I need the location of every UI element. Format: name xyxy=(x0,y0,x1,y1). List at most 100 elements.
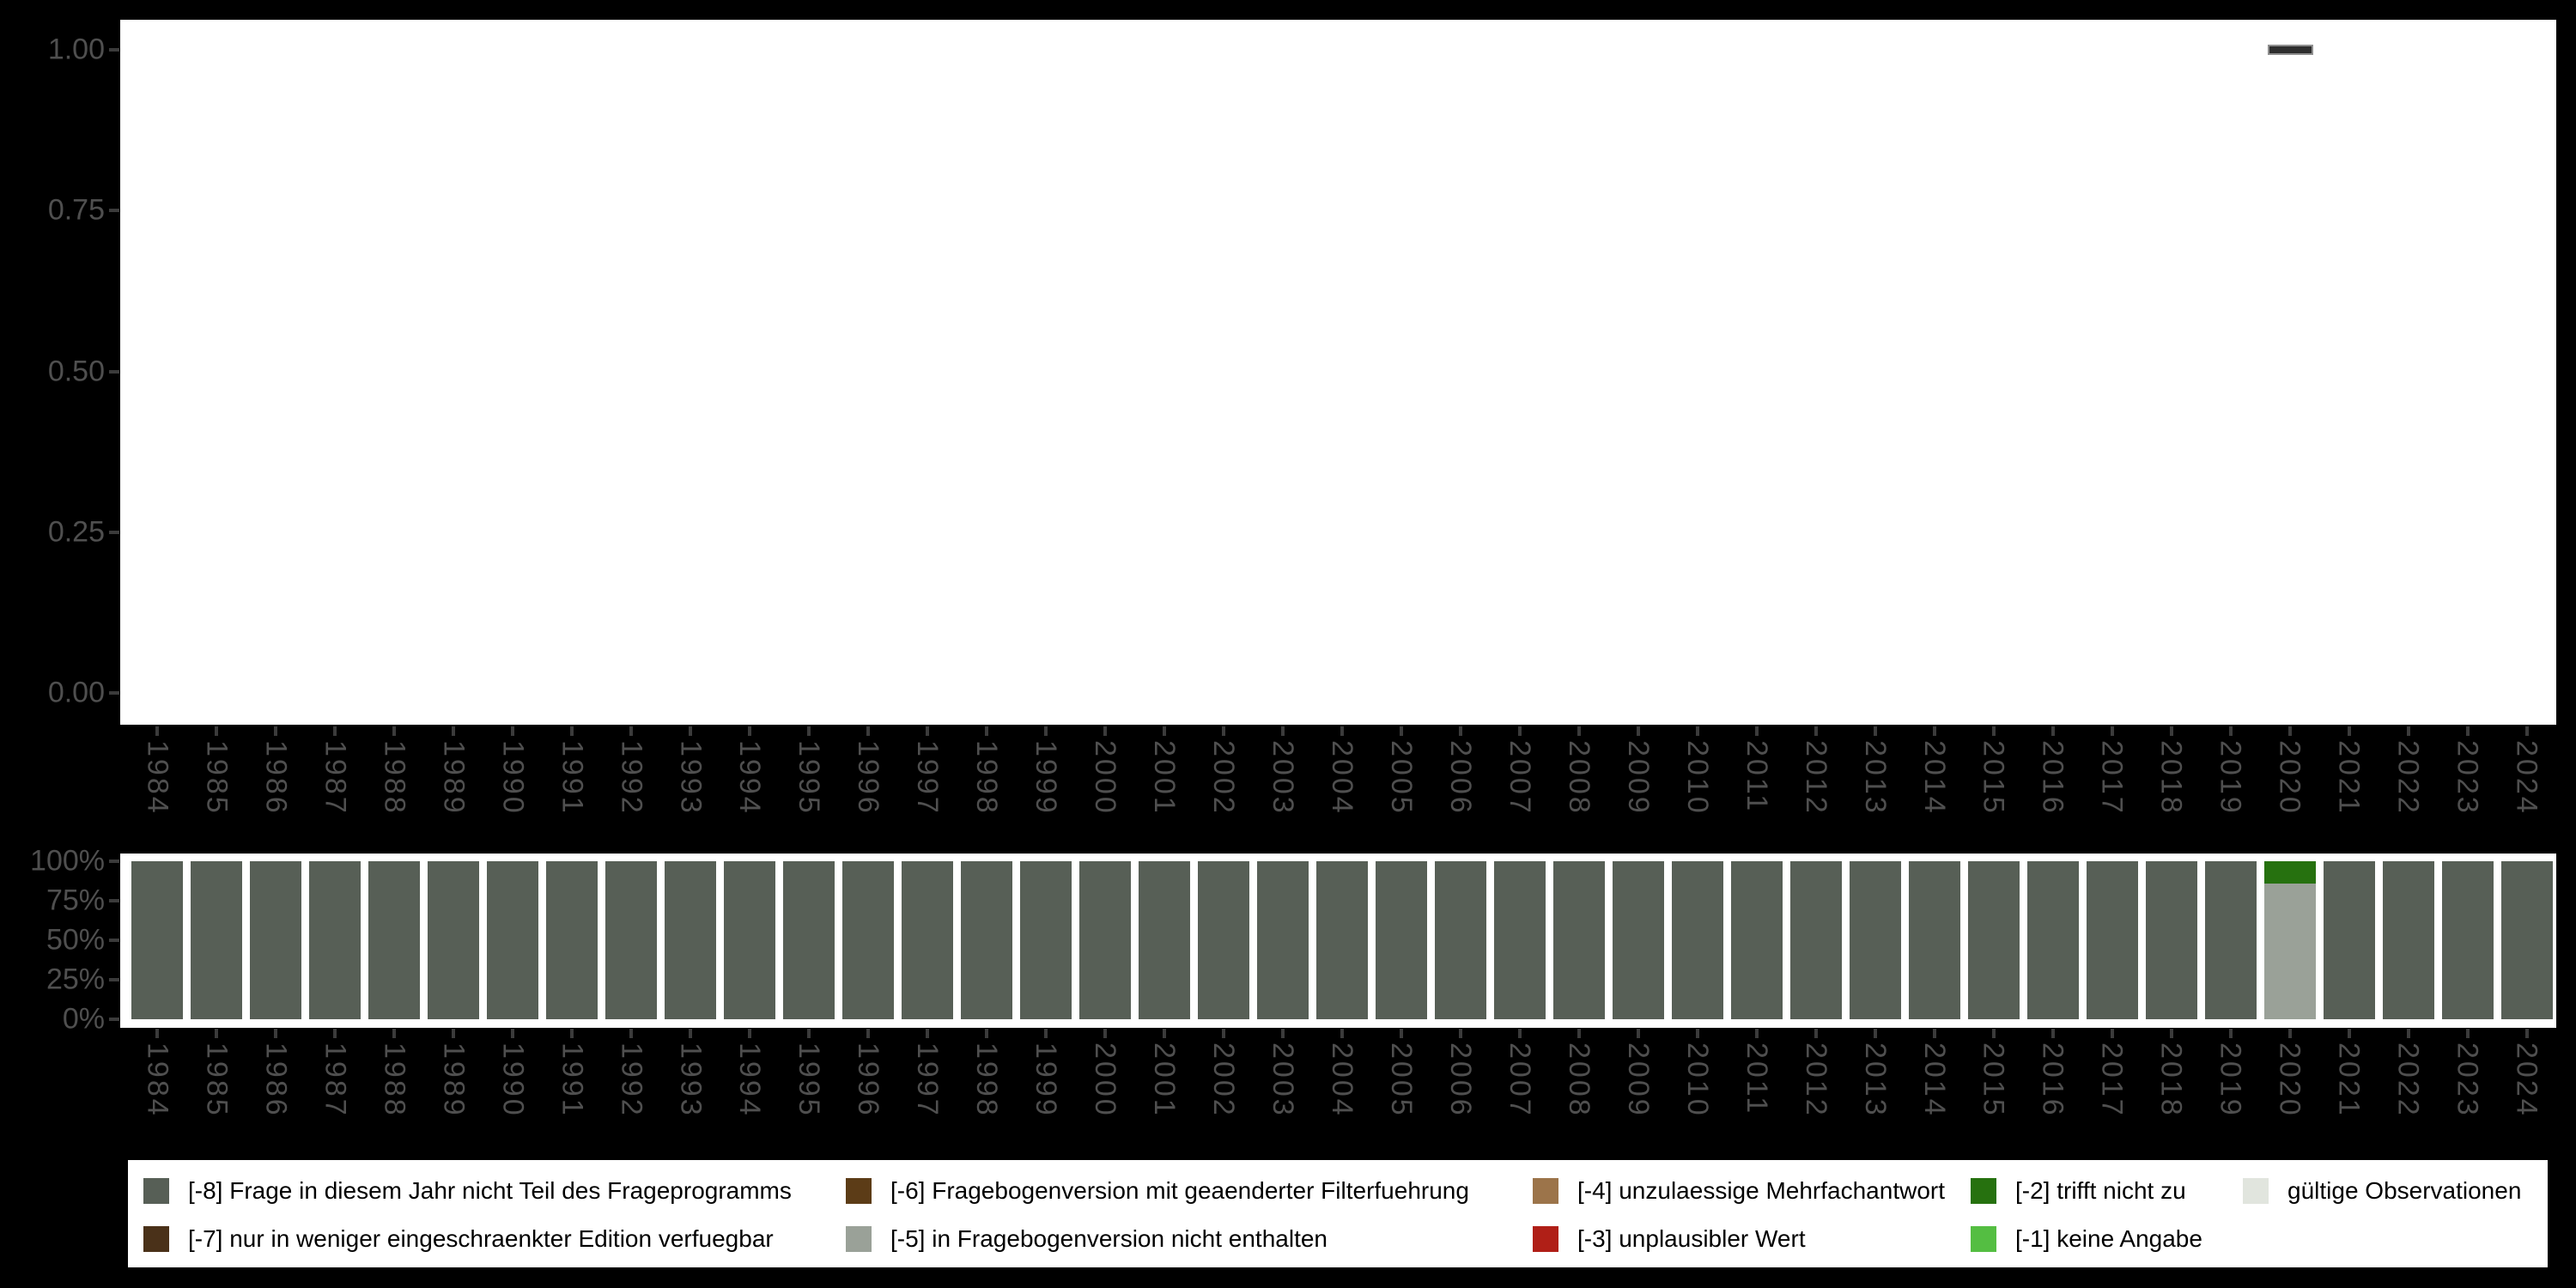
x-axis-tick xyxy=(926,1029,930,1038)
x-axis-year-label: 2001 xyxy=(1148,1042,1182,1118)
stacked-bar-segment--8 xyxy=(2500,861,2553,1019)
x-axis-year-label: 1992 xyxy=(615,1042,648,1118)
x-axis-tick xyxy=(748,726,752,736)
x-axis-tick xyxy=(629,1029,634,1038)
x-axis-year-label: 2005 xyxy=(1384,1042,1418,1118)
y-axis-tick xyxy=(109,691,119,695)
x-axis-tick xyxy=(1281,726,1285,736)
x-axis-year-label: 2018 xyxy=(2154,740,2188,816)
x-axis-year-label: 1989 xyxy=(437,740,471,816)
x-axis-tick xyxy=(926,726,930,736)
stacked-bar-segment--8 xyxy=(961,861,1013,1019)
x-axis-tick xyxy=(985,1029,989,1038)
x-axis-year-label: 1991 xyxy=(556,1042,589,1118)
x-axis-tick xyxy=(1695,1029,1699,1038)
stacked-bar-segment--8 xyxy=(783,861,835,1019)
stacked-bar-segment--8 xyxy=(1730,861,1783,1019)
x-axis-tick xyxy=(1340,1029,1344,1038)
x-axis-tick xyxy=(2406,1029,2410,1038)
x-axis-year-label: 1997 xyxy=(911,740,945,816)
stacked-bar-segment--8 xyxy=(1789,861,1842,1019)
x-axis-tick xyxy=(1340,726,1344,736)
x-axis-year-label: 2017 xyxy=(2095,1042,2129,1118)
stacked-bar-segment--5 xyxy=(2263,883,2316,1019)
stacked-bar-segment--8 xyxy=(1908,861,1960,1019)
x-axis-year-label: 2003 xyxy=(1267,1042,1300,1118)
x-axis-year-label: 1985 xyxy=(200,1042,234,1118)
x-axis-year-label: 2021 xyxy=(2332,740,2366,816)
x-axis-tick xyxy=(155,1029,160,1038)
x-axis-year-label: 2019 xyxy=(2214,740,2247,816)
stacked-bar-segment--8 xyxy=(250,861,302,1019)
stacked-bar-segment--8 xyxy=(2145,861,2197,1019)
x-axis-year-label: 1987 xyxy=(319,740,352,816)
stacked-bar-segment--8 xyxy=(1671,861,1723,1019)
x-axis-year-label: 2007 xyxy=(1503,1042,1536,1118)
x-axis-tick xyxy=(333,1029,337,1038)
x-axis-tick xyxy=(1458,726,1462,736)
x-axis-year-label: 1988 xyxy=(378,1042,411,1118)
x-axis-tick xyxy=(2524,726,2529,736)
x-axis-year-label: 2024 xyxy=(2510,740,2543,816)
stacked-bar-segment--8 xyxy=(428,861,480,1019)
stacked-bar-segment--8 xyxy=(2086,861,2138,1019)
mean-dash-marker xyxy=(2267,45,2313,55)
x-axis-year-label: 1985 xyxy=(200,740,234,816)
legend-label--1: [-1] keine Angabe xyxy=(2015,1225,2202,1252)
x-axis-tick xyxy=(1281,1029,1285,1038)
x-axis-year-label: 1990 xyxy=(496,1042,530,1118)
x-axis-year-label: 2006 xyxy=(1443,740,1477,816)
x-axis-tick xyxy=(2347,726,2351,736)
x-axis-tick xyxy=(452,1029,456,1038)
stacked-bar-segment--8 xyxy=(131,861,184,1019)
x-axis-year-label: 2008 xyxy=(1562,1042,1595,1118)
y-axis-tick xyxy=(109,48,119,52)
x-axis-year-label: 1993 xyxy=(674,740,708,816)
x-axis-year-label: 1984 xyxy=(141,1042,174,1118)
x-axis-year-label: 2011 xyxy=(1740,740,1773,814)
x-axis-tick xyxy=(1517,726,1522,736)
x-axis-tick xyxy=(1577,726,1581,736)
stacked-bar-segment--8 xyxy=(1316,861,1368,1019)
x-axis-tick xyxy=(1399,726,1403,736)
x-axis-year-label: 1994 xyxy=(733,740,767,816)
legend-label-valid: gültige Observationen xyxy=(2287,1177,2522,1204)
x-axis-tick xyxy=(1222,1029,1226,1038)
x-axis-year-label: 2009 xyxy=(1621,1042,1655,1118)
legend-swatch--7 xyxy=(143,1226,169,1252)
x-axis-year-label: 2024 xyxy=(2510,1042,2543,1118)
x-axis-tick xyxy=(1044,726,1048,736)
x-axis-year-label: 2014 xyxy=(1917,1042,1951,1118)
legend-label--2: [-2] trifft nicht zu xyxy=(2015,1177,2186,1204)
legend-swatch--5 xyxy=(846,1226,872,1252)
x-axis-year-label: 2013 xyxy=(1858,740,1892,816)
x-axis-year-label: 2023 xyxy=(2451,740,2484,816)
x-axis-year-label: 2022 xyxy=(2391,740,2425,816)
x-axis-tick xyxy=(807,1029,811,1038)
x-axis-year-label: 2005 xyxy=(1384,740,1418,816)
legend-swatch--2 xyxy=(1971,1178,1996,1204)
x-axis-year-label: 2022 xyxy=(2391,1042,2425,1118)
x-axis-tick xyxy=(1399,1029,1403,1038)
stacked-bar-segment--8 xyxy=(842,861,895,1019)
x-axis-year-label: 1989 xyxy=(437,1042,471,1118)
x-axis-year-label: 2008 xyxy=(1562,740,1595,816)
stacked-bar-segment--8 xyxy=(2204,861,2257,1019)
x-axis-year-label: 2000 xyxy=(1089,1042,1122,1118)
x-axis-tick xyxy=(2287,726,2292,736)
x-axis-year-label: 2000 xyxy=(1089,740,1122,816)
x-axis-year-label: 2002 xyxy=(1207,740,1241,816)
x-axis-year-label: 1999 xyxy=(1030,1042,1063,1118)
y-axis-tick xyxy=(109,860,119,863)
x-axis-tick xyxy=(1873,726,1877,736)
stacked-bar-segment--8 xyxy=(487,861,539,1019)
x-axis-tick xyxy=(689,1029,693,1038)
y-axis-tick-label: 0% xyxy=(62,1002,105,1036)
stacked-bar-segment--8 xyxy=(191,861,243,1019)
x-axis-tick xyxy=(1873,1029,1877,1038)
stacked-bar-segment--8 xyxy=(1375,861,1427,1019)
x-axis-tick xyxy=(1991,726,1996,736)
stacked-bar-segment--8 xyxy=(2323,861,2375,1019)
x-axis-tick xyxy=(1636,726,1640,736)
stacked-bar-segment--8 xyxy=(2441,861,2494,1019)
